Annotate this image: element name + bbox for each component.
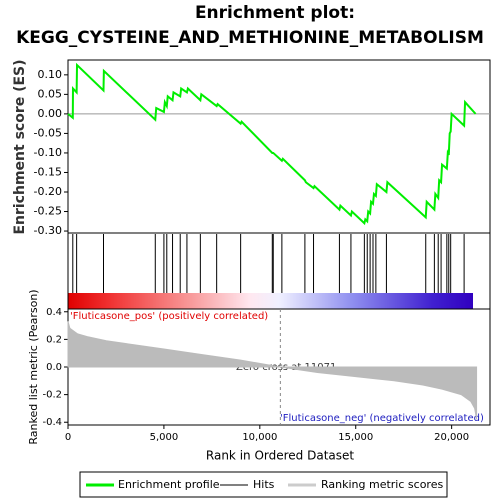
y-tick-label: 0.05 <box>38 87 63 100</box>
legend-label: Enrichment profile <box>118 478 220 491</box>
y-tick-label: -0.25 <box>34 205 62 218</box>
color-bar <box>68 293 473 309</box>
legend-label: Ranking metric scores <box>321 478 443 491</box>
chart-title: Enrichment plot: <box>195 3 355 23</box>
y-tick-label: 0.10 <box>38 68 63 81</box>
y-tick-label: 0.2 <box>46 334 62 345</box>
y-tick-label: -0.10 <box>34 146 62 159</box>
y-tick-label: -0.2 <box>42 390 62 401</box>
y-tick-label: -0.15 <box>34 165 62 178</box>
x-tick-label: 10,000 <box>242 432 277 443</box>
legend-label: Hits <box>253 478 275 491</box>
enrichment-line <box>67 62 477 226</box>
x-tick-label: 0 <box>65 432 71 443</box>
x-tick-label: 5,000 <box>150 432 179 443</box>
chart-subtitle: KEGG_CYSTEINE_AND_METHIONINE_METABOLISM <box>16 28 484 48</box>
x-tick-label: 20,000 <box>434 432 469 443</box>
y-axis-label: Enrichment score (ES) <box>12 59 28 234</box>
legend <box>79 471 448 498</box>
annotation: 'Fluticasone_pos' (positively correlated… <box>70 311 268 322</box>
y-tick-label: 0.0 <box>46 362 62 373</box>
y-tick-label: -0.05 <box>34 126 62 139</box>
x-tick-label: 15,000 <box>338 432 373 443</box>
y-tick-label: -0.20 <box>34 185 62 198</box>
y-tick-label: 0.00 <box>38 107 63 120</box>
y-tick-label: -0.30 <box>34 224 62 237</box>
y-tick-label: 0.4 <box>46 307 62 318</box>
y-tick-label: -0.4 <box>42 417 62 428</box>
x-axis-label: Rank in Ordered Dataset <box>206 449 354 463</box>
annotation: 'Fluticasone_neg' (negatively correlated… <box>280 413 484 424</box>
metric-area <box>67 321 478 420</box>
metric-axis-label: Ranked list metric (Pearson) <box>27 289 40 444</box>
